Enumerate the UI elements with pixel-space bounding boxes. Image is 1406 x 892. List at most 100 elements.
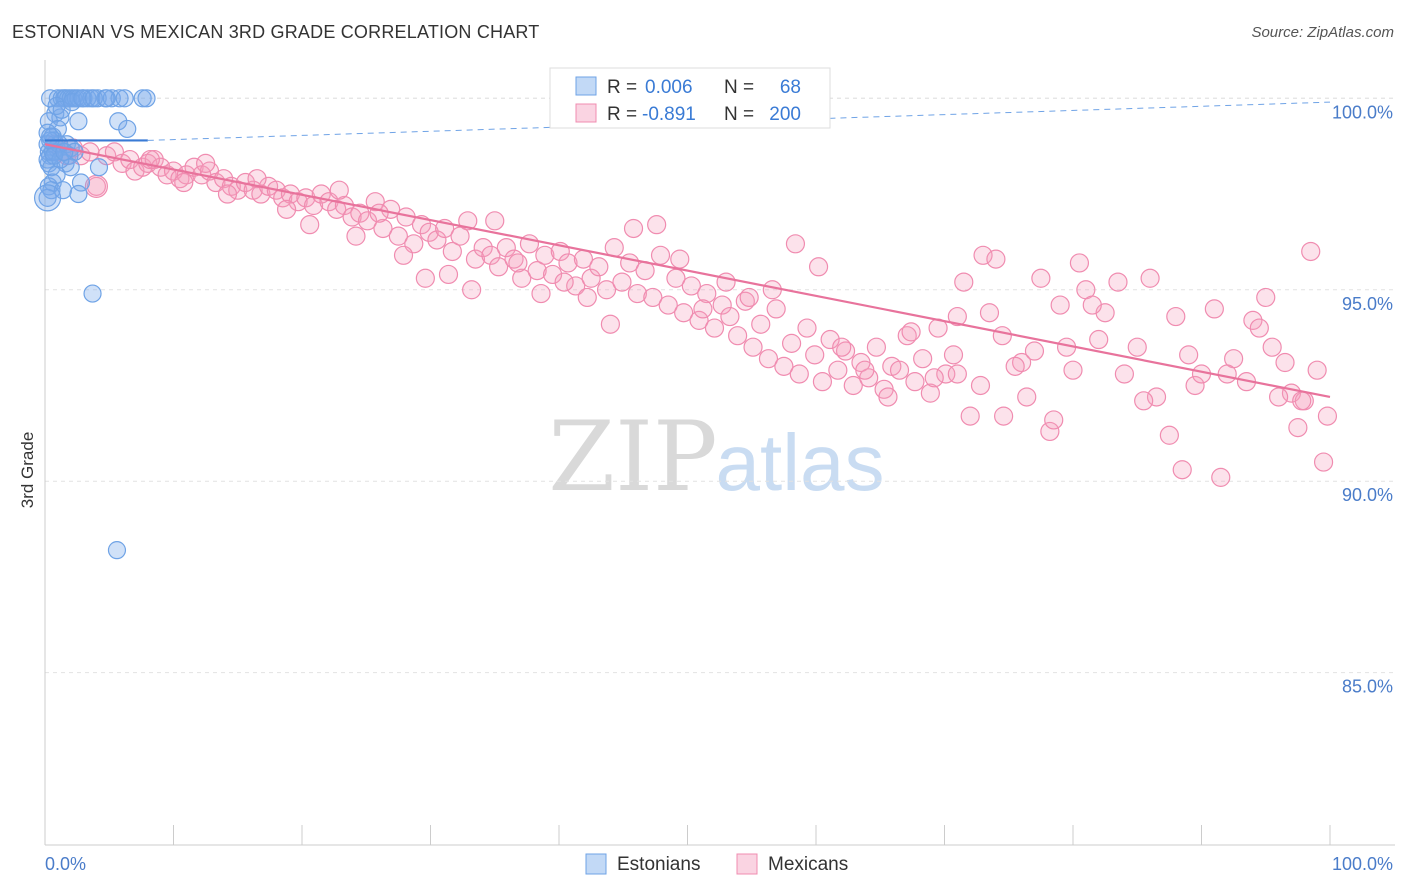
legend-n-label-1: N = (724, 77, 754, 98)
legend-r-value-2: -0.891 (642, 104, 696, 125)
mexican-point (1108, 272, 1128, 292)
mexican-point (458, 211, 478, 231)
mexican-point (693, 299, 713, 319)
axes: 85.0% 90.0% 95.0% 100.0% 0.0% 100.0% (44, 60, 1395, 874)
estonian-point (33, 184, 62, 212)
estonian-point (38, 188, 57, 207)
mexican-point (924, 368, 944, 388)
mexican-point (905, 372, 925, 392)
mexican-point (712, 295, 732, 315)
mexican-point (970, 375, 991, 396)
legend-r-value-1: 0.006 (645, 77, 693, 98)
estonian-point (110, 89, 129, 108)
mexican-point (1301, 241, 1321, 262)
mexican-point (828, 360, 848, 380)
chart-title: ESTONIAN VS MEXICAN 3RD GRADE CORRELATIO… (12, 22, 540, 42)
mexican-point (947, 364, 967, 384)
mexican-point (1134, 391, 1154, 411)
estonian-point (71, 173, 91, 192)
mexican-point (674, 303, 694, 323)
mexican-point (766, 299, 786, 319)
mexican-point (658, 295, 678, 315)
mexican-point (504, 249, 524, 269)
mexican-point (650, 245, 671, 265)
mexican-point (369, 203, 389, 223)
estonian-point (137, 89, 156, 108)
estonian-point (69, 184, 88, 204)
legend-n-value-2: 200 (769, 104, 801, 125)
mexican-point (86, 176, 107, 196)
mexican-point (979, 303, 1000, 323)
mexican-point (1211, 467, 1231, 487)
mexican-point (217, 184, 238, 204)
legend-n-label-2: N = (724, 104, 754, 125)
mexican-point (373, 218, 393, 239)
y-tick-label: 100.0% (1332, 102, 1393, 122)
estonian-point (83, 284, 102, 303)
mexican-point (612, 272, 632, 292)
mexican-point (943, 345, 964, 365)
estonian-point (41, 127, 60, 146)
mexican-point (251, 184, 271, 204)
estonian-point (118, 119, 137, 139)
mexican-point (728, 326, 748, 346)
correlation-legend: R = 0.006 N = 68 R = -0.891 N = 200 (549, 67, 831, 129)
mexican-point (808, 257, 829, 277)
mexican-point (681, 276, 701, 296)
mexican-point (1249, 318, 1269, 338)
mexican-point (901, 322, 921, 342)
mexican-point (1313, 452, 1334, 472)
mexicans-points (45, 134, 1338, 487)
mexican-point (196, 153, 216, 173)
mexican-point (805, 345, 825, 365)
mexican-point (1217, 364, 1237, 384)
mexicans-trend-line (44, 143, 1331, 399)
estonian-point (97, 89, 116, 108)
mexican-point (1288, 418, 1308, 438)
mexican-point (1292, 391, 1312, 411)
mexican-point (1040, 421, 1060, 442)
mexican-point (473, 238, 493, 258)
mexican-point (1031, 268, 1051, 288)
mexican-point (762, 280, 782, 300)
mexican-point (535, 245, 555, 265)
mexican-point (415, 268, 435, 288)
estonian-point (69, 112, 88, 131)
estonian-point (52, 100, 71, 119)
mexican-point (1114, 364, 1135, 384)
estonian-point (133, 89, 152, 108)
bottom-legend-mexicans: Mexicans (768, 854, 848, 875)
mexican-point (558, 253, 578, 273)
mexican-point (1179, 345, 1199, 365)
bottom-legend-swatch-mexicans (736, 853, 758, 875)
legend-swatch-estonians (575, 76, 597, 96)
mexican-point (720, 306, 740, 327)
legend-swatch-mexicans (575, 103, 597, 123)
trend-lines (44, 101, 1331, 399)
mexican-point (357, 211, 378, 231)
mexican-point (670, 249, 690, 269)
y-tick-label: 85.0% (1342, 677, 1393, 697)
mexican-point (1275, 352, 1295, 373)
mexican-point (954, 272, 974, 292)
estonian-point (44, 146, 64, 165)
mexican-point (174, 172, 194, 193)
mexican-point (789, 364, 809, 384)
mexican-point (689, 310, 709, 330)
series-legend: Estonians Mexicans (585, 853, 848, 875)
mexican-point (566, 276, 586, 296)
mexican-point (1127, 337, 1147, 357)
mexican-point (716, 272, 736, 292)
mexican-point (1069, 253, 1090, 273)
mexican-point (986, 249, 1006, 269)
estonian-point (51, 108, 70, 127)
mexican-point (735, 291, 755, 311)
mexican-point (527, 261, 547, 281)
mexican-point (542, 264, 563, 285)
mexican-point (427, 230, 447, 250)
mexican-point (820, 329, 840, 350)
mexican-point (450, 226, 470, 246)
mexican-point (751, 314, 771, 334)
estonian-point (48, 89, 67, 108)
